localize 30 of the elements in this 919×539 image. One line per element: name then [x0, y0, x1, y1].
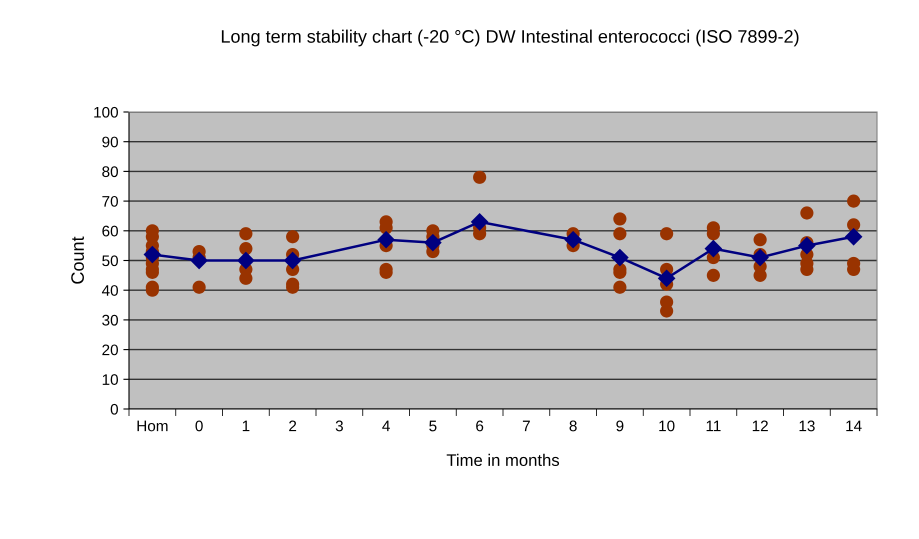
- x-tick-label: 10: [659, 420, 675, 432]
- x-tick-label: 7: [522, 420, 530, 432]
- x-tick-label: 2: [289, 420, 296, 432]
- x-tick-label: 5: [429, 420, 436, 432]
- y-tick-label: 10: [102, 374, 118, 385]
- y-tick-label: 90: [102, 136, 118, 148]
- x-tick-label: 14: [846, 420, 862, 432]
- y-tick-label: 0: [110, 404, 118, 415]
- x-tick-label: Hom: [138, 420, 168, 432]
- x-tick-label: 0: [195, 420, 203, 432]
- x-tick-label: 3: [336, 420, 343, 432]
- chart-title: Long term stability chart (-20 °C) DW Intestinal enterococci (ISO 7899-2): [222, 30, 798, 46]
- x-tick-label: 13: [800, 420, 815, 432]
- x-tick-label: 8: [570, 420, 577, 432]
- x-tick-label: 9: [616, 420, 624, 432]
- y-axis-title: Count: [71, 236, 84, 284]
- y-tick-label: 50: [102, 255, 118, 266]
- x-tick-label: 12: [752, 420, 768, 432]
- x-tick-label: 11: [706, 420, 721, 432]
- y-tick-label: 70: [102, 196, 118, 207]
- x-tick-label: 6: [476, 420, 484, 432]
- y-tick-label: 30: [102, 314, 118, 326]
- x-tick-label: 4: [382, 420, 390, 432]
- y-tick-label: 20: [102, 344, 118, 356]
- x-tick-label: 1: [242, 420, 250, 432]
- y-tick-label: 60: [102, 226, 118, 236]
- y-tick-label: 80: [102, 166, 118, 178]
- y-tick-label: 40: [102, 285, 118, 296]
- x-axis-title: Time in months: [446, 454, 560, 466]
- y-tick-label: 100: [94, 106, 118, 118]
